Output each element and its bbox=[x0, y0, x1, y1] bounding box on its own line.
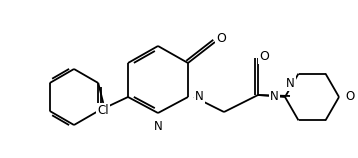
Text: N: N bbox=[286, 77, 294, 90]
Text: N: N bbox=[195, 91, 204, 103]
Text: O: O bbox=[345, 91, 354, 103]
Text: N: N bbox=[154, 120, 163, 133]
Text: Cl: Cl bbox=[97, 104, 109, 118]
Text: N: N bbox=[270, 91, 279, 103]
Text: O: O bbox=[216, 33, 226, 46]
Text: O: O bbox=[259, 49, 269, 63]
